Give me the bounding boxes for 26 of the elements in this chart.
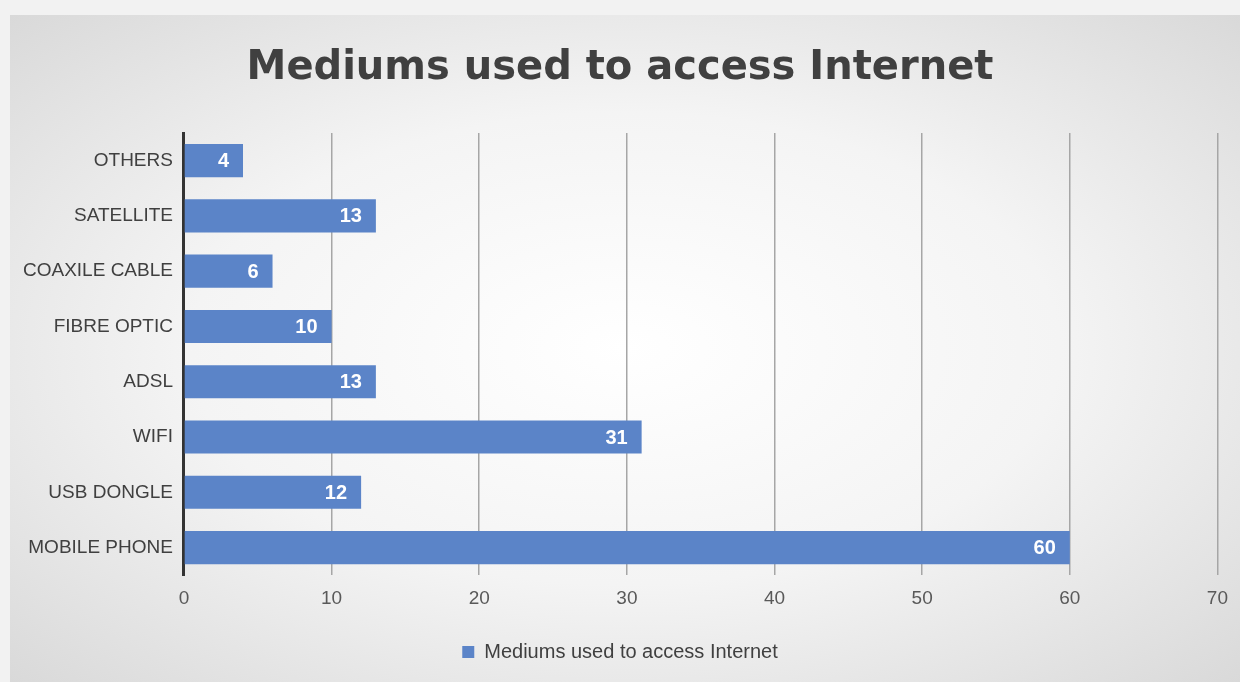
y-tick-label: FIBRE OPTIC xyxy=(53,314,173,336)
x-tick-label: 0 xyxy=(178,586,190,608)
data-label: 10 xyxy=(295,314,318,337)
data-label: 4 xyxy=(217,149,230,172)
x-tick-label: 60 xyxy=(1059,586,1081,608)
x-tick-label: 50 xyxy=(911,586,933,608)
data-label: 12 xyxy=(324,480,348,503)
legend-label: Mediums used to access Internet xyxy=(484,639,779,662)
y-tick-label: MOBILE PHONE xyxy=(28,535,173,557)
chart-title: Mediums used to access Internet xyxy=(246,42,994,89)
y-tick-label: ADSL xyxy=(123,369,173,391)
data-label: 13 xyxy=(339,204,362,227)
x-tick-label: 70 xyxy=(1206,586,1228,608)
data-label: 31 xyxy=(605,425,628,448)
y-tick-label: SATELLITE xyxy=(74,204,173,226)
x-tick-label: 20 xyxy=(468,586,490,608)
x-tick-label: 40 xyxy=(763,586,786,608)
data-label: 6 xyxy=(247,259,259,282)
x-tick-label: 30 xyxy=(616,586,638,608)
data-label: 13 xyxy=(339,370,362,393)
y-tick-label: OTHERS xyxy=(93,148,173,170)
y-tick-label: COAXILE CABLE xyxy=(23,259,173,281)
data-label: 60 xyxy=(1033,536,1056,559)
y-tick-label: WIFI xyxy=(132,425,173,447)
y-tick-label: USB DONGLE xyxy=(48,480,173,502)
x-tick-label: 10 xyxy=(321,586,343,608)
